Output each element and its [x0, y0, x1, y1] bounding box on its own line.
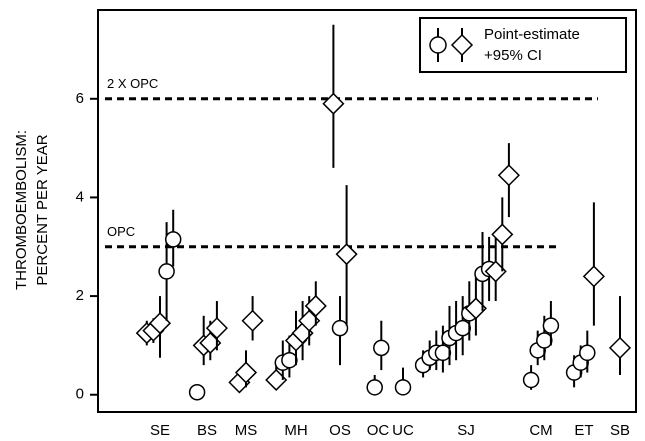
point-circle — [366, 379, 383, 396]
reference-label: 2 X OPC — [107, 76, 158, 91]
point-diamond — [491, 223, 514, 246]
point-circle — [454, 319, 471, 337]
legend-label: +95% CI — [484, 47, 542, 64]
point-circle — [579, 344, 596, 362]
point-diamond — [304, 294, 327, 318]
point-circle — [188, 384, 206, 401]
y-axis-label: THROMBOEMBOLISM: PERCENT PER YEAR — [13, 130, 51, 290]
point-diamond — [241, 309, 264, 332]
y-label-line: THROMBOEMBOLISM: — [13, 130, 30, 290]
point-circle — [434, 344, 452, 362]
y-tick-label: 2 — [76, 287, 84, 304]
legend: Point-estimate +95% CI — [419, 17, 627, 73]
point-diamond — [322, 92, 345, 115]
point-diamond — [234, 361, 258, 384]
plot-frame — [97, 9, 637, 413]
point-diamond — [335, 243, 358, 266]
point-diamond — [497, 164, 520, 187]
y-tick-label: 0 — [76, 386, 84, 403]
x-tick-label: OS — [329, 422, 351, 439]
x-tick-label: BS — [197, 422, 217, 439]
point-circle — [281, 351, 298, 369]
x-tick-label: UC — [392, 422, 414, 439]
point-circle — [158, 263, 175, 280]
point-circle — [164, 231, 182, 248]
point-circle — [331, 319, 349, 337]
x-tick-label: OC — [367, 422, 390, 439]
point-diamond — [582, 265, 605, 288]
point-circle — [522, 371, 540, 389]
y-tick-label: 6 — [76, 90, 84, 107]
x-tick-label: CM — [529, 422, 552, 439]
y-tick-label: 4 — [76, 188, 84, 205]
x-tick-label: MH — [284, 422, 307, 439]
legend-icon — [450, 33, 474, 57]
point-diamond — [205, 317, 228, 340]
point-circle — [373, 339, 390, 357]
reference-label: OPC — [107, 224, 135, 239]
x-tick-label: SE — [150, 422, 170, 439]
x-tick-label: SB — [610, 422, 630, 439]
legend-icon — [429, 36, 447, 54]
y-label-line: PERCENT PER YEAR — [34, 134, 51, 285]
point-circle — [536, 332, 553, 349]
legend-label: Point-estimate — [484, 26, 580, 43]
x-tick-label: ET — [574, 422, 593, 439]
x-tick-label: SJ — [457, 422, 475, 439]
point-circle — [542, 317, 560, 334]
point-diamond — [608, 336, 632, 359]
x-tick-label: MS — [235, 422, 258, 439]
point-circle — [394, 379, 412, 396]
